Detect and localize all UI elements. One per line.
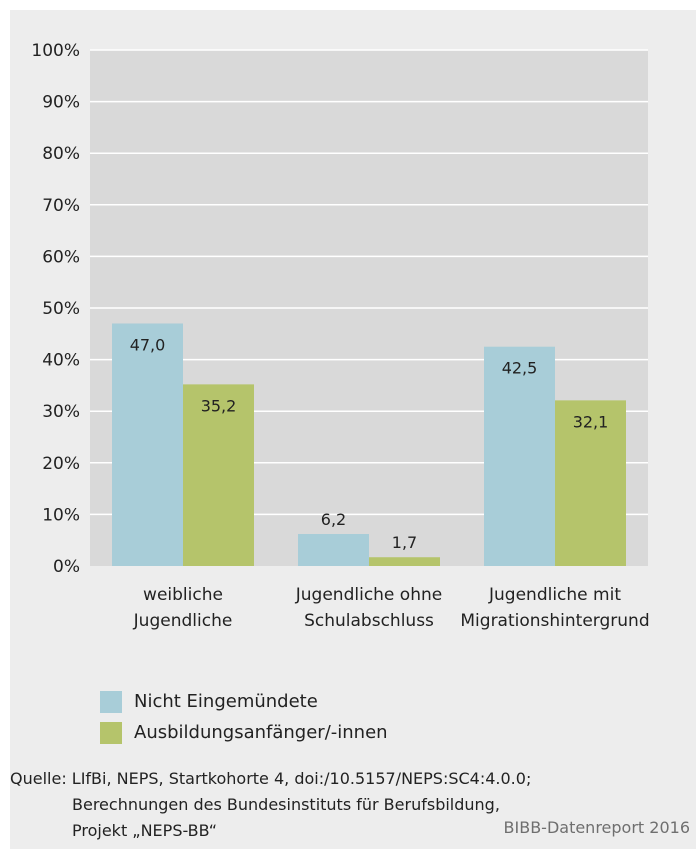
y-tick-label: 90%	[42, 93, 80, 113]
x-category-label: Migrationshintergrund	[460, 611, 649, 631]
data-label: 42,5	[502, 359, 538, 378]
source-note: Quelle: LIfBi, NEPS, Startkohorte 4, doi…	[10, 766, 531, 844]
y-tick-label: 20%	[42, 454, 80, 474]
bar-nicht-eingemuendete	[112, 323, 183, 566]
y-tick-label: 70%	[42, 196, 80, 216]
source-line-2: Berechnungen des Bundesinstituts für Ber…	[72, 795, 500, 814]
legend-swatch-green	[100, 721, 122, 744]
bar-ausbildungsanfaenger	[183, 384, 254, 566]
source-line-1: Quelle: LIfBi, NEPS, Startkohorte 4, doi…	[10, 769, 532, 788]
legend: Nicht Eingemündete Ausbildungsanfänger/-…	[100, 686, 388, 748]
source-line-3: Projekt „NEPS-BB“	[72, 821, 218, 840]
data-label: 32,1	[573, 412, 609, 431]
x-category-label: Jugendliche mit	[488, 585, 621, 605]
chart-frame: 0% 10% 20% 30% 40% 50% 60% 70% 80% 90% 100% 47,0 6,2…	[10, 10, 696, 849]
y-tick-label: 30%	[42, 402, 80, 422]
x-category-label: weibliche	[143, 585, 223, 605]
x-category-label: Schulabschluss	[304, 611, 434, 631]
y-tick-label: 50%	[42, 299, 80, 319]
bar-ausbildungsanfaenger	[555, 400, 626, 566]
data-label: 35,2	[201, 396, 237, 415]
data-label: 47,0	[130, 335, 166, 354]
data-label: 1,7	[392, 533, 417, 552]
x-category-label: Jugendliche	[133, 611, 233, 631]
legend-label: Nicht Eingemündete	[134, 691, 318, 712]
legend-swatch-blue	[100, 690, 122, 713]
y-tick-label: 10%	[42, 505, 80, 525]
legend-label: Ausbildungsanfänger/-innen	[134, 722, 388, 743]
bar-nicht-eingemuendete	[484, 346, 555, 566]
y-tick-label: 80%	[42, 144, 80, 164]
legend-item-ausbildungsanfaenger: Ausbildungsanfänger/-innen	[100, 717, 388, 748]
y-tick-label: 40%	[42, 351, 80, 371]
y-tick-label: 0%	[53, 557, 80, 577]
legend-item-nicht-eingemuendete: Nicht Eingemündete	[100, 686, 388, 717]
bar-nicht-eingemuendete	[298, 534, 369, 566]
data-label: 6,2	[321, 510, 346, 529]
x-category-label: Jugendliche ohne	[295, 585, 442, 605]
bar-ausbildungsanfaenger	[369, 557, 440, 566]
y-tick-label: 100%	[31, 41, 80, 61]
y-tick-label: 60%	[42, 247, 80, 267]
bar-chart: 0% 10% 20% 30% 40% 50% 60% 70% 80% 90% 100% 47,0 6,2…	[31, 41, 649, 631]
credit-label: BIBB-Datenreport 2016	[503, 818, 690, 837]
